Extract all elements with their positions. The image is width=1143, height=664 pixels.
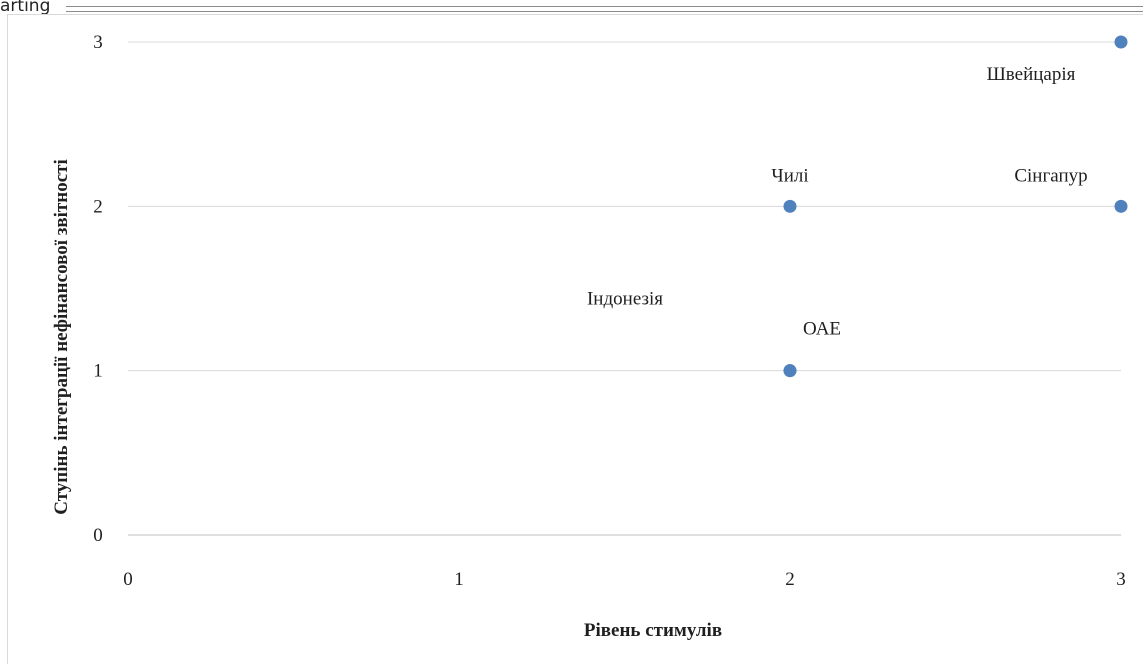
header-double-rule <box>66 6 1143 12</box>
data-point-0 <box>1114 35 1128 49</box>
point-label-1: Чилі <box>771 165 808 186</box>
y-tick-label-0: 0 <box>93 525 103 546</box>
point-labels: Швейцарія Чилі Сінгапур Індонезія ОАЕ <box>587 64 1088 340</box>
point-label-2: Сінгапур <box>1014 165 1087 186</box>
point-label-4: ОАЕ <box>803 319 841 340</box>
point-label-0: Швейцарія <box>987 64 1076 85</box>
data-points <box>783 35 1128 378</box>
data-point-2 <box>1114 199 1128 213</box>
x-tick-label-1: 1 <box>454 569 464 590</box>
x-axis-title: Рівень стимулів <box>584 620 722 641</box>
y-tick-label-1: 1 <box>93 361 103 382</box>
x-tick-label-0: 0 <box>123 569 133 590</box>
y-tick-labels: 0 1 2 3 <box>93 32 103 546</box>
y-tick-label-3: 3 <box>93 32 103 53</box>
header-text-fragment: arting <box>0 0 51 16</box>
grid-lines <box>128 41 1121 372</box>
x-tick-label-3: 3 <box>1116 569 1126 590</box>
chart-frame <box>7 14 1143 664</box>
y-axis-title: Ступінь інтеграції нефінансової звітност… <box>51 159 72 515</box>
x-tick-labels: 0 1 2 3 <box>123 569 1126 590</box>
point-label-3: Індонезія <box>587 289 663 310</box>
x-tick-label-2: 2 <box>785 569 795 590</box>
data-point-4 <box>783 364 797 378</box>
data-point-1 <box>783 199 797 213</box>
y-tick-label-2: 2 <box>93 196 103 217</box>
